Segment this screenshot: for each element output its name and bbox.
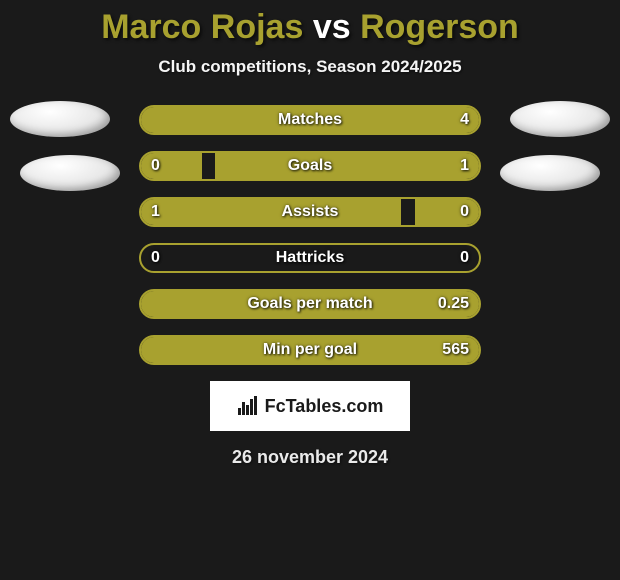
stat-row: Goals per match0.25 [139, 289, 481, 319]
stat-row: 0Hattricks0 [139, 243, 481, 273]
chart-icon [237, 396, 259, 416]
subtitle: Club competitions, Season 2024/2025 [0, 57, 620, 77]
comparison-title: Marco Rojas vs Rogerson [0, 0, 620, 47]
stat-label: Matches [141, 111, 479, 129]
player1-name: Marco Rojas [101, 8, 303, 46]
stat-value-right: 0 [460, 249, 469, 267]
stat-row: 1Assists0 [139, 197, 481, 227]
snapshot-date: 26 november 2024 [0, 447, 620, 468]
player1-avatar-placeholder [10, 101, 110, 137]
stat-label: Goals [141, 157, 479, 175]
stat-value-right: 0.25 [438, 295, 469, 313]
title-vs: vs [313, 8, 351, 46]
player2-avatar-placeholder-2 [500, 155, 600, 191]
stat-label: Assists [141, 203, 479, 221]
player2-avatar-placeholder [510, 101, 610, 137]
stat-value-right: 565 [442, 341, 469, 359]
stat-label: Goals per match [141, 295, 479, 313]
stat-rows: Matches40Goals11Assists00Hattricks0Goals… [139, 105, 481, 365]
stat-value-right: 1 [460, 157, 469, 175]
comparison-arena: Matches40Goals11Assists00Hattricks0Goals… [0, 105, 620, 365]
player1-avatar-placeholder-2 [20, 155, 120, 191]
attribution-badge: FcTables.com [210, 381, 410, 431]
attribution-text: FcTables.com [265, 396, 384, 417]
stat-value-right: 4 [460, 111, 469, 129]
stat-row: Matches4 [139, 105, 481, 135]
stat-row: 0Goals1 [139, 151, 481, 181]
stat-value-right: 0 [460, 203, 469, 221]
stat-row: Min per goal565 [139, 335, 481, 365]
player2-name: Rogerson [360, 8, 519, 46]
stat-label: Hattricks [141, 249, 479, 267]
stat-label: Min per goal [141, 341, 479, 359]
